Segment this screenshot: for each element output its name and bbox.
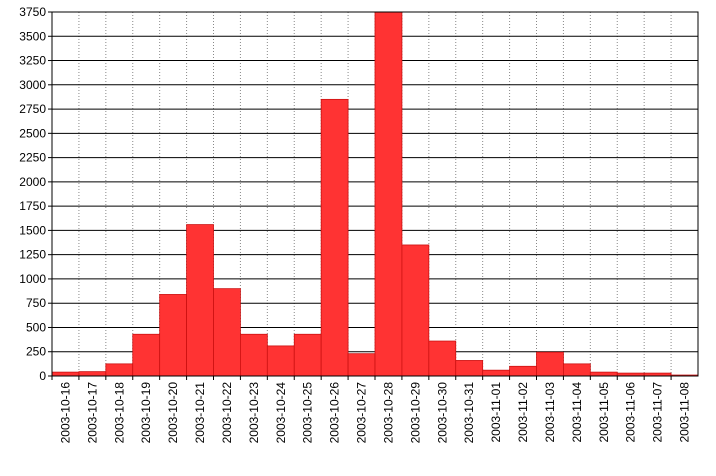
- x-tick-label: 2003-11-06: [624, 382, 638, 443]
- y-tick-label: 2250: [19, 151, 46, 165]
- y-tick-label: 0: [39, 369, 46, 383]
- bar: [240, 333, 268, 377]
- x-tick-label: 2003-11-08: [678, 382, 692, 443]
- bar: [347, 353, 376, 377]
- bar: [509, 365, 537, 377]
- bar: [455, 360, 484, 377]
- x-tick-label: 2003-10-16: [58, 382, 72, 444]
- y-tick-label: 250: [26, 345, 46, 359]
- plot-border: [51, 11, 699, 377]
- x-tick-label: 2003-10-18: [112, 382, 126, 444]
- bar: [213, 288, 241, 377]
- bar: [105, 363, 134, 377]
- x-tick-label: 2003-10-17: [85, 382, 99, 444]
- bar: [401, 244, 430, 377]
- y-tick-label: 1500: [19, 223, 46, 237]
- x-tick-label: 2003-10-19: [139, 382, 153, 444]
- x-tick-label: 2003-10-27: [355, 382, 369, 444]
- y-tick-label: 1000: [19, 272, 46, 286]
- bar: [159, 294, 187, 377]
- x-tick-label: 2003-10-21: [193, 382, 207, 444]
- y-tick-label: 2000: [19, 175, 46, 189]
- y-tick-label: 750: [26, 296, 46, 310]
- y-tick-label: 1250: [19, 248, 46, 262]
- y-tick-label: 3250: [19, 54, 46, 68]
- bar: [320, 98, 349, 377]
- x-tick-label: 2003-11-02: [516, 382, 530, 443]
- x-tick-label: 2003-10-31: [462, 382, 476, 444]
- y-tick-label: 3500: [19, 29, 46, 43]
- x-tick-label: 2003-10-23: [247, 382, 261, 444]
- x-tick-label: 2003-10-28: [381, 382, 395, 444]
- x-tick-label: 2003-11-04: [570, 382, 584, 443]
- x-tick-label: 2003-10-20: [166, 382, 180, 444]
- x-tick-label: 2003-10-26: [328, 382, 342, 444]
- bar: [78, 371, 107, 377]
- y-tick-label: 3000: [19, 78, 46, 92]
- bar: [132, 333, 161, 377]
- bar: [266, 345, 295, 377]
- x-tick-label: 2003-11-05: [597, 382, 611, 443]
- x-tick-label: 2003-10-29: [408, 382, 422, 444]
- bar: [482, 369, 510, 377]
- y-tick-label: 500: [26, 320, 46, 334]
- bar: [374, 11, 403, 377]
- y-tick-label: 2500: [19, 126, 46, 140]
- x-tick-label: 2003-10-30: [435, 382, 449, 444]
- bar: [589, 371, 618, 377]
- bar: [428, 340, 457, 377]
- x-tick-label: 2003-11-07: [651, 382, 665, 443]
- x-tick-label: 2003-11-01: [489, 382, 503, 443]
- bar: [563, 363, 591, 377]
- y-tick-label: 2750: [19, 102, 46, 116]
- bar: [293, 333, 322, 377]
- x-tick-label: 2003-10-25: [301, 382, 315, 444]
- y-tick-label: 1750: [19, 199, 46, 213]
- bar: [51, 371, 80, 377]
- bar: [186, 224, 214, 377]
- x-tick-label: 2003-10-24: [274, 382, 288, 444]
- x-tick-label: 2003-10-22: [220, 382, 234, 444]
- bar: [536, 351, 564, 377]
- x-tick-label: 2003-11-03: [543, 382, 557, 443]
- y-tick-label: 3750: [19, 5, 46, 19]
